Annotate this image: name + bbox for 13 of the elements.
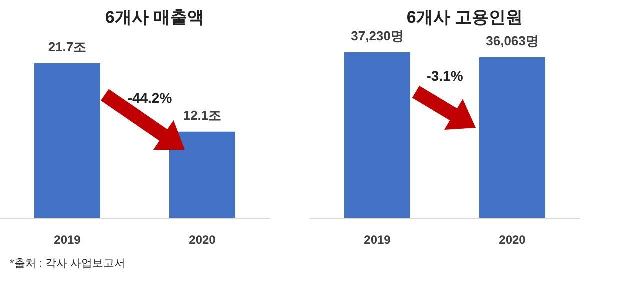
annotation: -44.2% <box>126 90 174 106</box>
data-label: 36,063명 <box>486 34 539 49</box>
data-label: 12.1조 <box>183 108 222 123</box>
x-tick-label: 2020 <box>499 233 526 247</box>
x-tick-label: 2019 <box>54 233 82 247</box>
x-tick-label: 2019 <box>364 233 392 247</box>
data-label: 21.7조 <box>48 39 87 54</box>
annotation: -3.1% <box>426 68 464 84</box>
x-tick-label: 2020 <box>189 233 216 247</box>
text: *출처 : 각사 사업보고서 <box>10 257 126 271</box>
chart-title: 6개사 고용인원 <box>406 8 524 27</box>
data-label: 37,230명 <box>351 28 404 44</box>
chart-title: 6개사 매출액 <box>105 8 205 27</box>
